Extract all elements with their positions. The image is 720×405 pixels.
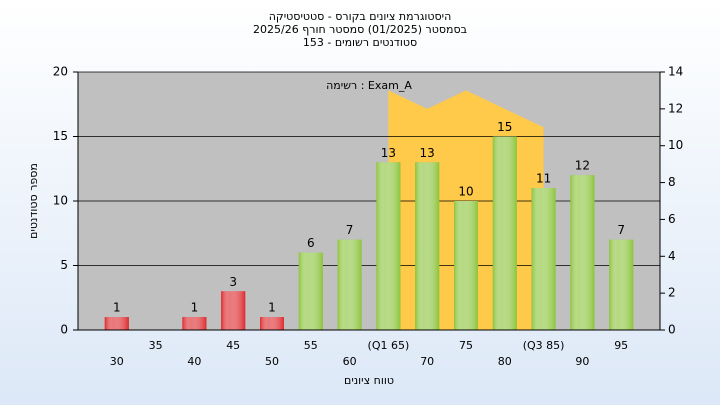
- bar-shine: [376, 162, 401, 330]
- x-tick-label: (Q3 85): [523, 339, 565, 352]
- bar-shine: [260, 317, 284, 330]
- data-label: 13: [381, 146, 396, 160]
- x-tick-label: 60: [343, 355, 357, 368]
- y-axis-label: מספר סטודנטים: [27, 163, 40, 239]
- y2-tick-label: 8: [668, 175, 676, 189]
- bar-shine: [298, 252, 323, 330]
- data-label: 3: [229, 275, 237, 289]
- bar-shine: [454, 201, 478, 330]
- bar-shine: [570, 175, 595, 330]
- chart-title: היסטוגרמת ציונים בקורס - סטטיסטיקה: [269, 10, 452, 23]
- y-tick-label: 15: [53, 129, 68, 143]
- y2-tick-label: 4: [668, 249, 676, 263]
- bar-shine: [182, 317, 207, 330]
- data-label: 12: [575, 159, 590, 173]
- data-label: 1: [191, 301, 199, 315]
- y2-tick-label: 2: [668, 286, 676, 300]
- x-tick-label: 95: [614, 339, 628, 352]
- data-label: 1: [113, 301, 121, 315]
- bar-shine: [104, 317, 129, 330]
- x-tick-label: 70: [420, 355, 434, 368]
- bar-shine: [492, 136, 517, 330]
- x-tick-label: 40: [187, 355, 201, 368]
- y-tick-label: 0: [60, 323, 68, 337]
- data-label: 15: [497, 120, 512, 134]
- x-tick-label: (Q1 65): [368, 339, 410, 352]
- x-tick-label: 50: [265, 355, 279, 368]
- chart-subtitle: סטודנטים רשומים - 153: [303, 36, 417, 49]
- bar-shine: [609, 239, 634, 330]
- x-tick-label: 55: [304, 339, 318, 352]
- x-tick-label: 45: [226, 339, 240, 352]
- bar-shine: [337, 239, 362, 330]
- x-tick-label: 90: [575, 355, 589, 368]
- y2-tick-label: 10: [668, 138, 683, 152]
- data-label: 7: [617, 223, 625, 237]
- bar-shine: [415, 162, 440, 330]
- y2-tick-label: 12: [668, 101, 683, 115]
- data-label: 13: [420, 146, 435, 160]
- data-label: 6: [307, 236, 315, 250]
- y2-tick-label: 0: [668, 323, 676, 337]
- bar-shine: [531, 188, 556, 330]
- data-label: 10: [458, 185, 473, 199]
- x-tick-label: 35: [149, 339, 163, 352]
- y-tick-label: 5: [60, 258, 68, 272]
- y2-tick-label: 6: [668, 212, 676, 226]
- y-tick-label: 10: [53, 194, 68, 208]
- bar-shine: [221, 291, 246, 330]
- y2-tick-label: 14: [668, 65, 683, 79]
- legend-text: רשימה : Exam_A: [326, 79, 412, 92]
- x-tick-label: 30: [110, 355, 124, 368]
- x-axis-label: טווח ציונים: [344, 374, 394, 387]
- x-tick-label: 80: [498, 355, 512, 368]
- x-tick-label: 75: [459, 339, 473, 352]
- data-label: 1: [268, 301, 276, 315]
- data-label: 7: [346, 223, 354, 237]
- chart-subtitle: בסמסטר (01/2025) סמסטר חורף 2025/26: [253, 23, 467, 36]
- y-tick-label: 20: [53, 65, 68, 79]
- data-label: 11: [536, 172, 551, 186]
